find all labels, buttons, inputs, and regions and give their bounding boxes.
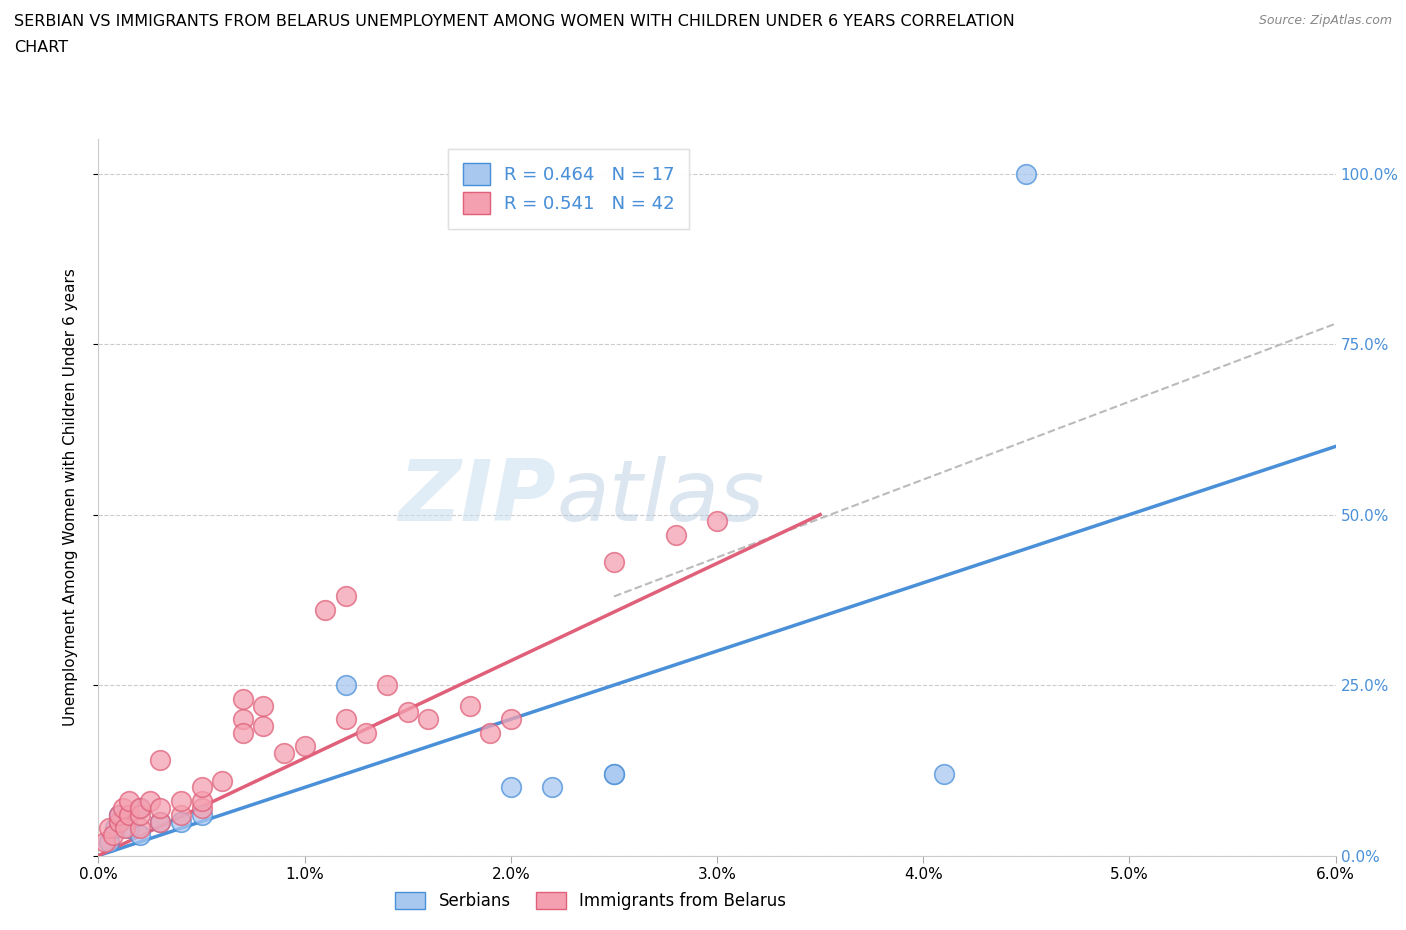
Text: CHART: CHART	[14, 40, 67, 55]
Point	[118, 793, 141, 808]
Point	[170, 793, 193, 808]
Text: SERBIAN VS IMMIGRANTS FROM BELARUS UNEMPLOYMENT AMONG WOMEN WITH CHILDREN UNDER : SERBIAN VS IMMIGRANTS FROM BELARUS UNEMP…	[14, 14, 1015, 29]
Point	[97, 834, 120, 849]
Point	[603, 555, 626, 570]
Point	[104, 821, 127, 836]
Point	[232, 725, 254, 740]
Point	[149, 814, 172, 829]
Text: Source: ZipAtlas.com: Source: ZipAtlas.com	[1258, 14, 1392, 27]
Point	[108, 807, 131, 822]
Point	[479, 725, 502, 740]
Point	[101, 828, 124, 843]
Y-axis label: Unemployment Among Women with Children Under 6 years: Unemployment Among Women with Children U…	[63, 269, 77, 726]
Point	[665, 527, 688, 542]
Point	[232, 691, 254, 706]
Point	[603, 766, 626, 781]
Point	[499, 780, 522, 795]
Point	[108, 814, 131, 829]
Point	[149, 814, 172, 829]
Point	[294, 739, 316, 754]
Point	[149, 801, 172, 816]
Legend: R = 0.464   N = 17, R = 0.541   N = 42: R = 0.464 N = 17, R = 0.541 N = 42	[449, 149, 689, 229]
Point	[190, 793, 212, 808]
Point	[128, 821, 150, 836]
Legend: Serbians, Immigrants from Belarus: Serbians, Immigrants from Belarus	[388, 885, 793, 917]
Point	[706, 514, 728, 529]
Point	[170, 807, 193, 822]
Point	[396, 705, 419, 720]
Point	[356, 725, 378, 740]
Point	[499, 711, 522, 726]
Point	[170, 814, 193, 829]
Point	[112, 801, 135, 816]
Point	[314, 603, 336, 618]
Point	[139, 793, 162, 808]
Point	[375, 678, 398, 693]
Point	[418, 711, 440, 726]
Point	[118, 807, 141, 822]
Point	[93, 834, 115, 849]
Point	[1015, 166, 1038, 181]
Point	[190, 780, 212, 795]
Point	[335, 678, 357, 693]
Point	[335, 589, 357, 604]
Point	[149, 752, 172, 767]
Point	[128, 801, 150, 816]
Point	[114, 821, 136, 836]
Point	[252, 698, 274, 713]
Point	[273, 746, 295, 761]
Point	[190, 801, 212, 816]
Point	[232, 711, 254, 726]
Point	[211, 773, 233, 788]
Point	[932, 766, 955, 781]
Point	[541, 780, 564, 795]
Point	[603, 766, 626, 781]
Point	[458, 698, 481, 713]
Point	[108, 814, 131, 829]
Point	[128, 807, 150, 822]
Point	[335, 711, 357, 726]
Point	[128, 828, 150, 843]
Point	[118, 821, 141, 836]
Point	[128, 801, 150, 816]
Point	[97, 821, 120, 836]
Point	[108, 807, 131, 822]
Point	[190, 807, 212, 822]
Text: ZIP: ZIP	[398, 456, 557, 539]
Text: atlas: atlas	[557, 456, 765, 539]
Point	[252, 719, 274, 734]
